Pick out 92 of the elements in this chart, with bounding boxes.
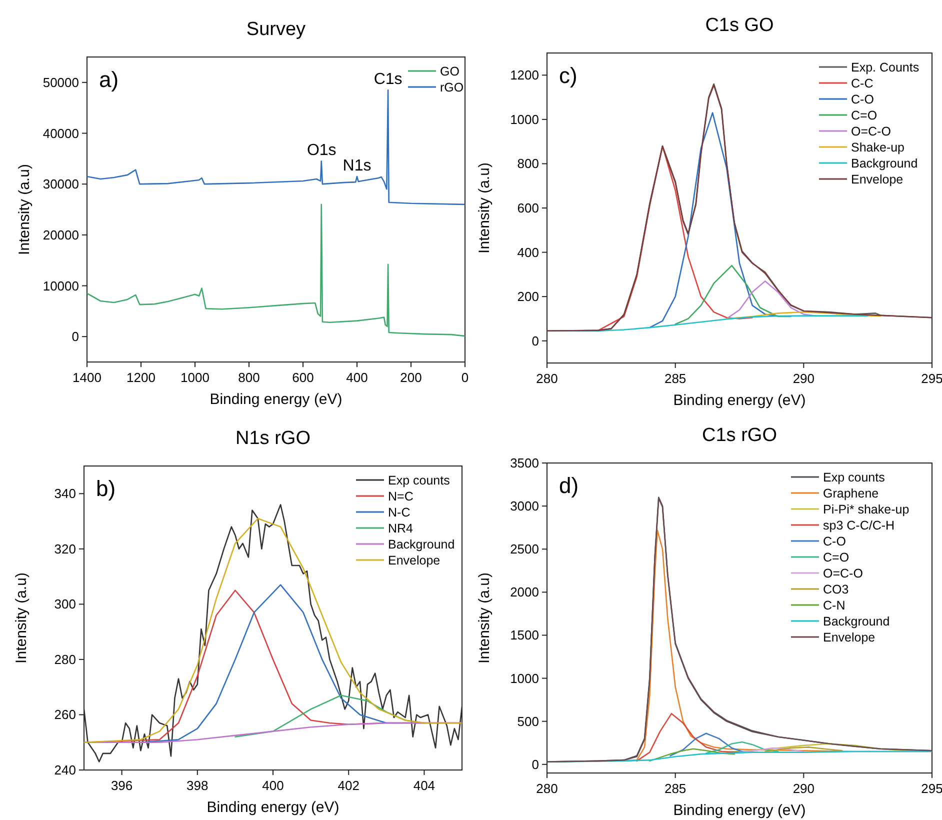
x-tick-label: 295: [921, 371, 942, 386]
legend-label: rGO: [440, 80, 464, 94]
legend-label: O=C-O: [823, 566, 864, 580]
y-tick-label: 300: [54, 596, 76, 612]
x-axis-title: Binding energy (eV): [673, 392, 806, 409]
chart-title: Survey: [246, 19, 306, 40]
legend-label: C=O: [823, 550, 850, 564]
y-tick-label: 10000: [42, 278, 79, 294]
legend-label: Envelope: [851, 172, 904, 186]
legend-label: C-C: [851, 76, 874, 90]
y-tick-label: 600: [517, 200, 539, 216]
legend-label: NR4: [388, 522, 414, 536]
annotation: c): [559, 63, 578, 88]
y-tick-label: 3000: [510, 498, 539, 514]
y-tick-label: 0: [532, 333, 539, 348]
x-tick-label: 290: [792, 781, 815, 796]
legend-label: GO: [440, 64, 460, 78]
y-tick-label: 1000: [510, 112, 539, 127]
y-tick-label: 30000: [42, 176, 79, 192]
y-tick-label: 40000: [42, 126, 79, 141]
legend-label: CO3: [823, 582, 849, 596]
x-tick-label: 290: [792, 371, 815, 386]
y-tick-label: 2500: [510, 542, 539, 557]
x-tick-label: 285: [664, 781, 686, 796]
x-tick-label: 402: [338, 778, 360, 793]
legend-label: C=O: [851, 108, 878, 122]
legend-label: Background: [851, 156, 918, 170]
y-tick-label: 800: [517, 156, 539, 172]
y-tick-label: 320: [54, 541, 76, 556]
legend-label: N-C: [388, 506, 410, 520]
chart-title: N1s rGO: [236, 428, 310, 449]
legend-label: Graphene: [823, 486, 879, 500]
x-tick-label: 404: [413, 778, 436, 793]
legend-label: Background: [388, 538, 455, 552]
y-axis-title: Intensity (a.u): [476, 572, 493, 664]
y-tick-label: 500: [517, 714, 539, 729]
y-tick-label: 280: [54, 652, 76, 667]
x-tick-label: 295: [921, 781, 942, 796]
y-tick-label: 400: [517, 244, 539, 260]
annotation: d): [559, 473, 579, 498]
x-tick-label: 0: [461, 370, 469, 385]
x-tick-label: 400: [346, 370, 368, 385]
y-axis-title: Intensity (a.u): [16, 164, 33, 255]
legend-label: C-O: [823, 534, 846, 548]
annotation: O1s: [306, 142, 336, 160]
y-axis-title: Intensity (a.u): [476, 162, 493, 254]
legend-label: Exp. Counts: [851, 60, 920, 74]
legend-label: Shake-up: [851, 140, 905, 154]
x-axis-title: Binding energy (eV): [206, 799, 340, 816]
x-tick-label: 398: [186, 778, 208, 793]
chart-title: C1s rGO: [702, 425, 777, 446]
legend-label: Exp counts: [823, 470, 885, 484]
x-tick-label: 396: [110, 778, 133, 793]
y-tick-label: 0: [532, 756, 539, 772]
legend-label: Exp counts: [388, 474, 450, 488]
y-tick-label: 240: [54, 762, 76, 778]
x-tick-label: 1200: [126, 370, 156, 385]
y-tick-label: 1200: [510, 68, 539, 83]
annotation: a): [99, 67, 119, 92]
annotation: C1s: [374, 71, 402, 88]
chart-title: C1s GO: [705, 15, 774, 36]
x-tick-label: 400: [262, 778, 284, 793]
y-tick-label: 1000: [510, 670, 539, 686]
y-tick-label: 1500: [510, 628, 539, 643]
y-tick-label: 0: [72, 329, 79, 344]
legend-label: N=C: [388, 490, 414, 504]
legend-label: O=C-O: [851, 124, 892, 138]
x-tick-label: 600: [292, 370, 314, 385]
y-tick-label: 200: [517, 289, 539, 304]
x-tick-label: 1000: [180, 370, 210, 385]
legend-label: C-O: [851, 92, 874, 106]
x-tick-label: 800: [238, 370, 260, 385]
x-tick-label: 285: [664, 371, 686, 386]
legend-label: C-N: [823, 598, 846, 612]
y-tick-label: 50000: [42, 74, 79, 90]
y-axis-title: Intensity (a.u): [13, 572, 30, 664]
legend-label: Background: [823, 614, 890, 628]
y-tick-label: 20000: [42, 227, 79, 242]
legend-label: sp3 C-C/C-H: [823, 518, 895, 532]
legend-label: Envelope: [823, 630, 876, 644]
annotation: N1s: [342, 157, 372, 174]
x-tick-label: 200: [400, 370, 422, 385]
x-axis-title: Binding energy (eV): [210, 391, 342, 408]
y-tick-label: 260: [54, 707, 76, 722]
annotation: b): [96, 476, 116, 501]
legend-label: Pi-Pi* shake-up: [823, 502, 910, 516]
legend-label: Envelope: [388, 554, 440, 568]
y-tick-label: 340: [54, 486, 76, 502]
x-axis-title: Binding energy (eV): [673, 802, 806, 819]
x-tick-label: 1400: [72, 370, 102, 385]
y-tick-label: 2000: [510, 584, 539, 600]
y-tick-label: 3500: [510, 456, 539, 470]
